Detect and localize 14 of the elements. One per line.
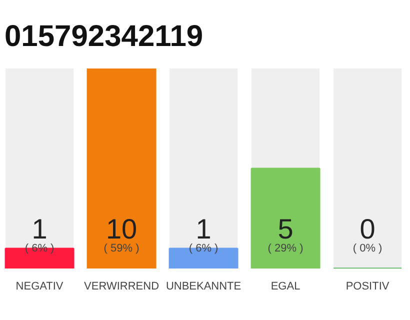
annotation: ( 59% ) [104, 242, 140, 254]
chart-title: 015792342119 [4, 20, 204, 53]
x-tick-label: UNBEKANNTE [166, 280, 242, 292]
data-label: 0 [360, 214, 376, 244]
x-tick-label: VERWIRREND [84, 280, 160, 292]
annotation: ( 0% ) [352, 242, 382, 254]
x-tick-label: NEGATIV [16, 280, 64, 292]
data-label: 10 [106, 214, 138, 244]
data-label: 1 [196, 214, 212, 244]
x-tick-label: EGAL [270, 280, 300, 292]
annotation: ( 29% ) [268, 242, 304, 254]
data-label: 5 [278, 214, 294, 244]
x-tick-label: POSITIV [346, 280, 390, 292]
data-label: 1 [32, 214, 48, 244]
